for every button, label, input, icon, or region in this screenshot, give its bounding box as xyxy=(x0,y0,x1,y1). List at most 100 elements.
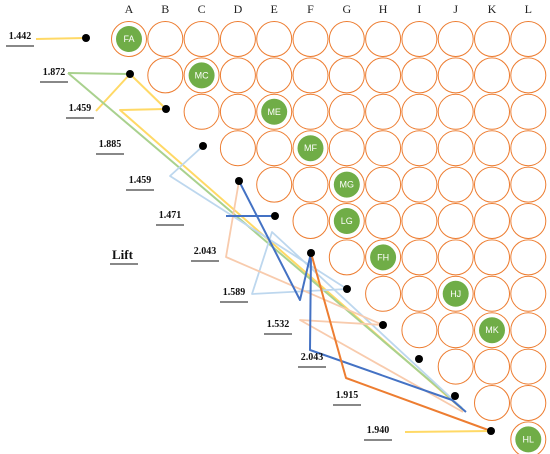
grid-cell-j-3 xyxy=(437,93,474,130)
node-mg xyxy=(333,171,360,198)
grid-cell-l-2 xyxy=(510,57,547,94)
node-lg xyxy=(333,208,360,234)
grid-cell-k-11 xyxy=(474,385,510,421)
endpoint-dot-7 xyxy=(307,249,315,257)
column-letter-d: D xyxy=(234,2,243,16)
grid-cell-l-8 xyxy=(510,275,547,312)
column-letter-e: E xyxy=(271,2,278,16)
grid-cell-h-3 xyxy=(365,93,402,130)
node-label-mk: MK xyxy=(485,325,499,335)
grid-cell-i-9 xyxy=(401,312,438,349)
grid-cell-e-1 xyxy=(256,21,293,57)
endpoint-dot-3 xyxy=(162,105,170,113)
grid-cell-j-9 xyxy=(437,312,474,349)
grid-cell-l-4 xyxy=(510,130,547,167)
connector-orange-9 xyxy=(310,252,492,432)
column-letter-l: L xyxy=(525,2,532,16)
endpoint-dot-4 xyxy=(199,142,207,150)
column-letter-f: F xyxy=(307,2,314,16)
circle-grid: FA MC ME MF MG LG FH HJ MK HL xyxy=(111,21,547,454)
node-hl xyxy=(515,426,542,453)
node-label-lg: LG xyxy=(341,216,353,226)
grid-cell-b-1 xyxy=(147,21,184,57)
lift-value-12: 1.940 xyxy=(367,425,390,436)
connector-yellow-1 xyxy=(35,37,87,40)
node-fh xyxy=(370,244,397,271)
grid-cell-h-2 xyxy=(365,57,402,94)
node-label-fh: FH xyxy=(377,252,389,262)
connector-blue-7 xyxy=(238,180,467,413)
grid-cell-k-10 xyxy=(474,348,510,385)
grid-cell-h-4 xyxy=(365,130,402,167)
grid-cell-k-3 xyxy=(474,93,510,130)
node-mc xyxy=(188,62,215,89)
grid-cell-j-4 xyxy=(437,130,474,167)
column-letter-i: I xyxy=(417,2,421,16)
grid-cell-e-5 xyxy=(256,166,293,203)
grid-cell-d-4 xyxy=(219,130,256,167)
endpoint-dot-5 xyxy=(235,177,243,185)
grid-cell-i-8 xyxy=(401,275,438,312)
endpoint-dot-10 xyxy=(415,355,423,363)
grid-cell-k-6 xyxy=(474,203,510,239)
grid-cell-l-1 xyxy=(510,21,547,57)
grid-cell-k-1 xyxy=(474,21,510,57)
grid-cell-j-1 xyxy=(437,21,474,57)
grid-cell-i-1 xyxy=(401,21,438,57)
lift-value-9: 1.532 xyxy=(267,319,290,330)
lift-title: Lift xyxy=(112,247,134,262)
column-letters: A B C D E F G H I J K L xyxy=(125,2,532,16)
grid-cell-i-6 xyxy=(401,203,438,239)
endpoint-dot-1 xyxy=(82,34,90,42)
grid-cell-i-5 xyxy=(401,166,438,203)
grid-cell-d-2 xyxy=(219,57,256,94)
grid-cell-j-7 xyxy=(437,239,474,276)
node-fa xyxy=(116,26,142,52)
grid-cell-i-3 xyxy=(401,93,438,130)
grid-cell-h-6 xyxy=(365,203,402,239)
grid-cell-f-1 xyxy=(292,21,329,57)
lift-value-7: 2.043 xyxy=(194,246,217,257)
lift-value-3: 1.459 xyxy=(69,103,92,114)
grid-cell-l-5 xyxy=(510,166,547,203)
column-letter-j: J xyxy=(453,2,458,16)
lift-value-1: 1.442 xyxy=(9,31,32,42)
connector-lightblue-5 xyxy=(169,145,463,409)
node-label-hj: HJ xyxy=(450,289,461,299)
column-letter-g: G xyxy=(342,2,351,16)
node-label-mc: MC xyxy=(195,70,209,80)
lift-value-labels: 1.442 1.872 1.459 1.885 1.459 1.471 2.043 1.589… xyxy=(6,31,392,441)
column-letter-c: C xyxy=(198,2,206,16)
grid-cell-e-4 xyxy=(256,130,293,167)
grid-cell-j-6 xyxy=(437,203,474,239)
node-mk xyxy=(479,317,505,344)
grid-cell-d-3 xyxy=(219,93,256,130)
grid-cell-j-10 xyxy=(437,348,474,385)
grid-cell-k-4 xyxy=(474,130,510,167)
node-label-mf: MF xyxy=(304,143,317,153)
node-label-hl: HL xyxy=(523,434,535,444)
column-letter-h: H xyxy=(379,2,388,16)
grid-cell-b-2 xyxy=(147,57,184,94)
column-letter-b: B xyxy=(161,2,169,16)
node-me xyxy=(261,98,288,125)
endpoint-dot-12 xyxy=(487,427,495,435)
grid-cell-l-7 xyxy=(510,239,547,276)
grid-cell-l-9 xyxy=(510,312,547,349)
grid-cell-g-2 xyxy=(328,57,365,94)
endpoint-dot-8 xyxy=(343,285,351,293)
endpoint-dot-6 xyxy=(271,212,279,220)
connector-green-2 xyxy=(67,72,131,75)
grid-cell-e-2 xyxy=(256,57,293,94)
node-mf xyxy=(297,135,324,162)
grid-cell-g-7 xyxy=(328,239,365,276)
column-letter-k: K xyxy=(488,2,497,16)
grid-cell-l-3 xyxy=(510,93,547,130)
endpoint-dots xyxy=(82,34,495,435)
grid-cell-c-1 xyxy=(183,21,220,57)
grid-cell-h-1 xyxy=(365,21,402,57)
connector-yellow-10 xyxy=(404,430,492,433)
grid-cell-i-4 xyxy=(401,130,438,167)
lift-value-4: 1.885 xyxy=(99,139,122,150)
